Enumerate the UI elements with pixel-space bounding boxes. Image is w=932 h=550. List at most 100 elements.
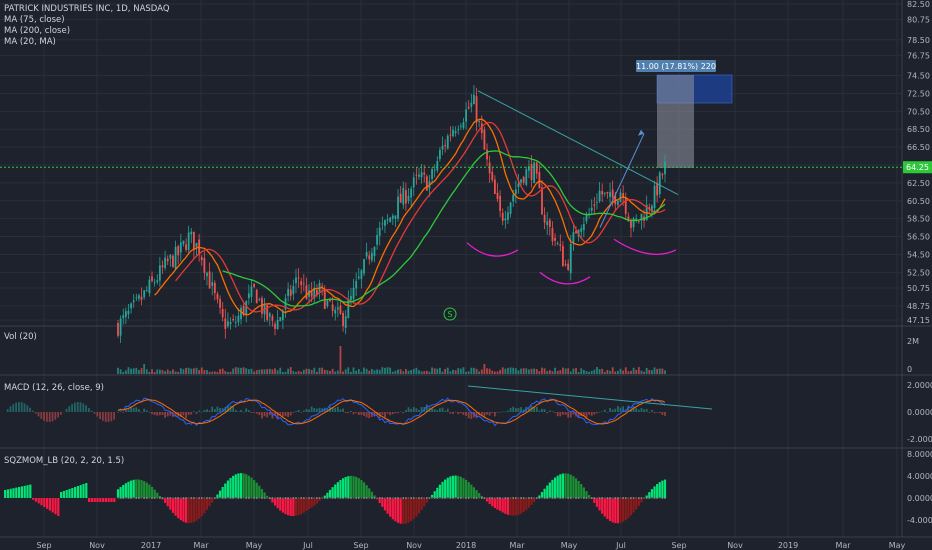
last-price-text: 64.25 xyxy=(906,163,929,172)
volume-bar xyxy=(593,369,596,374)
sqz-bar-early xyxy=(51,498,54,513)
macd-histogram-bar xyxy=(554,412,556,413)
sqz-dot xyxy=(365,497,368,499)
time-tick-10: May xyxy=(561,541,578,550)
pane-dividers xyxy=(0,0,932,538)
volume-bar xyxy=(240,367,242,374)
macd-histogram-bar xyxy=(206,409,208,412)
candle-body xyxy=(203,258,206,273)
candle-body xyxy=(598,190,601,202)
candle-body xyxy=(347,299,350,319)
sqz-bar-early xyxy=(43,498,46,507)
sqz-bar xyxy=(577,480,580,498)
sqz-dot xyxy=(441,497,444,499)
macd-histogram-bar xyxy=(598,411,601,413)
candle-body xyxy=(590,207,593,211)
candle-body xyxy=(420,172,423,178)
volume-bar xyxy=(433,368,436,374)
sqz-dot xyxy=(467,497,470,499)
candle-body xyxy=(386,219,389,221)
sqz-bar xyxy=(467,482,470,498)
sqz-dot xyxy=(512,497,515,499)
macd-histogram-bar xyxy=(187,412,190,416)
macd-histogram-bar xyxy=(465,412,467,416)
sqz-dot xyxy=(491,497,494,499)
macd-bar-early xyxy=(54,412,57,420)
macd-histogram-bar xyxy=(302,410,305,412)
price-tick-7: 68.50 xyxy=(907,125,930,134)
sqz-dot xyxy=(381,497,384,499)
sqz-bar xyxy=(501,498,504,513)
sqz-bar xyxy=(260,489,264,498)
candle-body xyxy=(459,125,462,127)
candle-body xyxy=(185,244,187,250)
sqz-dot xyxy=(575,497,577,499)
volume-bar xyxy=(179,368,182,374)
sqz-bar xyxy=(347,476,350,498)
sqz-bar xyxy=(368,488,371,498)
sqz-bar xyxy=(250,477,253,498)
sqz-dot xyxy=(224,497,227,499)
time-tick-6: Sep xyxy=(353,541,368,550)
macd-bar-early xyxy=(34,412,37,414)
volume-bar xyxy=(499,369,502,374)
volume-bar xyxy=(268,368,271,374)
sqz-bar-early xyxy=(107,498,110,502)
sqz-dot xyxy=(378,497,381,499)
sqz-bar xyxy=(525,498,528,511)
sqz-dot xyxy=(125,497,127,499)
sqz-bar xyxy=(653,486,656,498)
volume-bar xyxy=(158,369,161,374)
ma200-legend[interactable]: MA (200, close) xyxy=(4,26,71,36)
volume-bar xyxy=(127,367,130,374)
macd-histogram-bar xyxy=(119,411,122,412)
volume-bar xyxy=(143,364,146,374)
volume-bar xyxy=(488,368,491,374)
sqz-bar-early xyxy=(76,486,79,498)
sqz-dot xyxy=(140,497,143,499)
sqz-dot xyxy=(460,497,462,499)
sqz-bar xyxy=(462,478,465,498)
volume-bar xyxy=(431,367,433,374)
sqz-bar xyxy=(551,479,554,498)
candle-body xyxy=(433,169,436,171)
sqz-dot xyxy=(117,497,119,499)
volume-bar xyxy=(480,369,483,374)
macd-histogram-bar xyxy=(517,408,520,412)
macd-bar-early xyxy=(71,404,73,412)
sqz-bar xyxy=(496,498,499,510)
candle-body xyxy=(520,179,522,183)
candle-body xyxy=(145,290,148,291)
volume-bar xyxy=(554,367,556,374)
candle-body xyxy=(253,283,255,287)
macd-legend[interactable]: MACD (12, 26, close, 9) xyxy=(4,383,104,393)
sqzmom-legend[interactable]: SQZMOM_LB (20, 2, 20, 1.5) xyxy=(4,456,125,466)
sqz-bar xyxy=(457,475,460,498)
macd-histogram-bar xyxy=(556,412,559,417)
sqz-bar xyxy=(386,498,389,514)
candle-body xyxy=(326,300,329,307)
volume-bar xyxy=(192,368,195,374)
macd-histogram-bar xyxy=(331,407,334,412)
ma75-legend[interactable]: MA (75, close) xyxy=(4,15,65,25)
macd-bar-early xyxy=(82,403,85,412)
sqz-dot xyxy=(640,497,643,499)
candle-body xyxy=(297,277,300,279)
time-tick-1: Nov xyxy=(89,541,105,550)
candle-body xyxy=(289,289,292,296)
macd-histogram-bar xyxy=(402,412,405,414)
sqz-bar xyxy=(619,498,622,523)
sqz-dot xyxy=(509,497,512,499)
sqz-bar xyxy=(601,498,604,514)
sqz-bar xyxy=(315,498,319,504)
ma20-legend[interactable]: MA (20, MA) xyxy=(4,37,56,47)
symbol-title[interactable]: PATRICK INDUSTRIES INC, 1D, NASDAQ xyxy=(4,4,170,14)
sqz-dot xyxy=(611,497,614,499)
macd-histogram-bar xyxy=(143,408,146,412)
sqz-bar xyxy=(211,498,214,503)
sqz-bar xyxy=(182,498,185,522)
volume-legend[interactable]: Vol (20) xyxy=(4,332,37,342)
volume-bar xyxy=(255,370,258,374)
